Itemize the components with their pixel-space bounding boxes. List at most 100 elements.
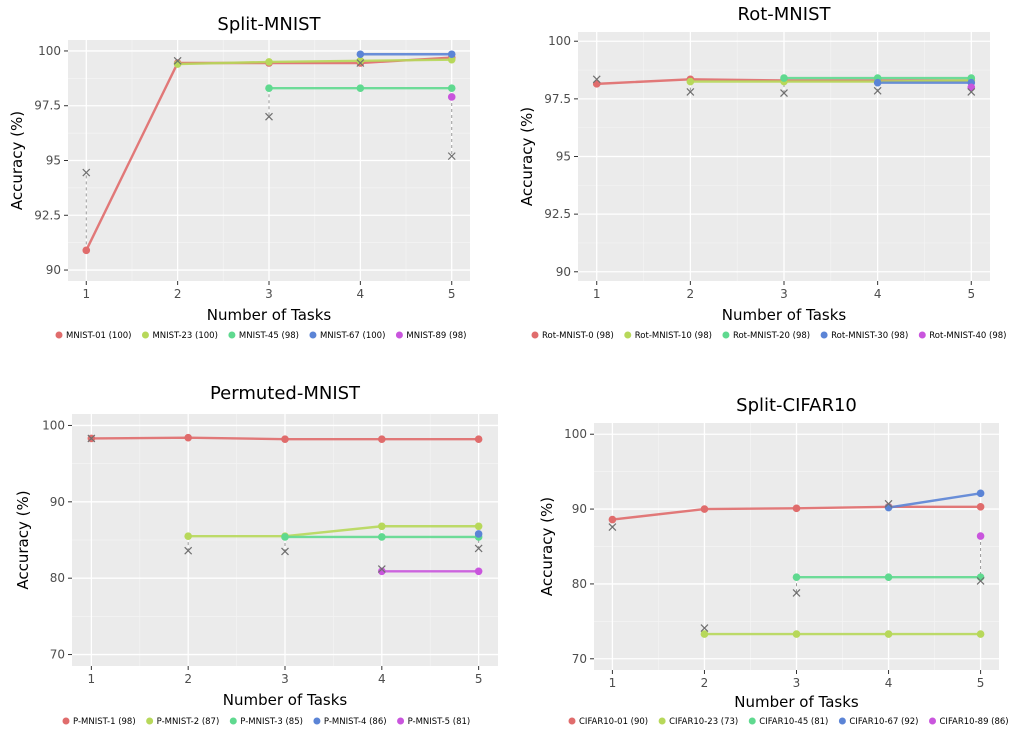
data-point	[474, 435, 483, 444]
series-line	[888, 492, 981, 509]
legend-swatch	[531, 331, 539, 339]
y-tick-label: 90	[572, 502, 587, 516]
data-point	[686, 77, 695, 86]
legend-swatch	[395, 331, 403, 339]
legend-swatch	[397, 717, 405, 725]
legend-label: MNIST-67 (100)	[320, 331, 385, 341]
legend-label: Rot-MNIST-40 (98)	[929, 331, 1006, 341]
x-axis-label: Number of Tasks	[223, 691, 348, 709]
series-line	[690, 79, 972, 83]
legend-label: P-MNIST-4 (86)	[324, 717, 387, 727]
x-tick-label: 5	[475, 672, 483, 686]
legend-swatch	[141, 331, 149, 339]
x-marker	[967, 88, 976, 96]
x-tick-label: 4	[885, 676, 893, 690]
x-marker	[873, 86, 882, 95]
y-tick-label: 80	[572, 577, 587, 591]
legend-item: Rot-MNIST-0 (98)	[531, 331, 614, 341]
data-point	[281, 533, 289, 541]
legend: CIFAR10-01 (90) CIFAR10-23 (73) CIFAR10-45…	[568, 717, 1009, 727]
x-marker	[377, 565, 386, 573]
data-point	[184, 532, 192, 540]
y-tick-label: 95	[556, 150, 571, 164]
legend-item: Rot-MNIST-40 (98)	[918, 331, 1006, 341]
legend: MNIST-01 (100) MNIST-23 (100) MNIST-45 (98…	[55, 331, 466, 341]
data-point	[780, 74, 788, 82]
data-point	[447, 50, 456, 59]
legend-swatch	[55, 331, 63, 339]
legend-label: MNIST-45 (98)	[239, 331, 299, 341]
data-point	[884, 630, 893, 638]
x-marker	[780, 89, 788, 98]
chart-title: Rot-MNIST	[738, 4, 832, 25]
x-tick-label: 3	[265, 287, 273, 301]
x-tick-label: 2	[184, 672, 192, 686]
chart-title: Split-MNIST	[217, 14, 321, 35]
x-tick-label: 1	[82, 287, 90, 301]
legend-swatch	[313, 717, 321, 725]
x-tick-label: 1	[609, 676, 617, 690]
legend: Rot-MNIST-0 (98) Rot-MNIST-10 (98) Rot-MNI…	[531, 331, 1006, 341]
x-marker	[592, 75, 601, 84]
data-point	[447, 93, 456, 101]
x-marker	[87, 434, 96, 443]
legend-swatch	[146, 717, 154, 725]
data-point	[447, 55, 456, 64]
data-point	[873, 78, 882, 87]
x-marker	[281, 547, 289, 556]
legend-item: P-MNIST-5 (81)	[397, 717, 470, 727]
y-tick-label: 100	[42, 418, 65, 432]
x-axis-label: Number of Tasks	[734, 693, 859, 711]
legend-swatch	[820, 331, 828, 339]
legend-label: MNIST-89 (98)	[406, 331, 466, 341]
chart-panel-2: 90 92.5 95 97.5 100 1 2 3 4 5 Rot-MNIST Number of T…	[518, 4, 1006, 341]
data-point	[356, 57, 365, 65]
data-point	[378, 522, 386, 531]
data-point	[792, 504, 801, 513]
legend: P-MNIST-1 (98) P-MNIST-2 (87) P-MNIST-3 (8…	[62, 717, 470, 727]
x-marker	[686, 88, 695, 96]
y-tick-label: 97.5	[544, 92, 571, 106]
x-marker	[184, 546, 193, 555]
data-point	[976, 532, 985, 540]
data-point	[976, 503, 985, 511]
legend-label: Rot-MNIST-20 (98)	[733, 331, 810, 341]
legend-swatch	[568, 717, 576, 725]
data-point	[356, 84, 365, 92]
legend-swatch	[624, 331, 632, 339]
chart-panel-4: 70 80 90 100 1 2 3 4 5 Split-CIFAR10 Number of Tas…	[538, 395, 1009, 727]
y-tick-label: 97.5	[34, 99, 61, 113]
data-point	[976, 489, 985, 498]
y-tick-label: 100	[564, 427, 587, 441]
x-tick-label: 2	[687, 287, 695, 301]
data-point	[378, 435, 386, 444]
y-tick-label: 90	[556, 265, 571, 279]
data-point	[474, 522, 483, 531]
legend-item: MNIST-89 (98)	[395, 331, 466, 341]
chart-title: Split-CIFAR10	[736, 395, 857, 416]
data-point	[700, 630, 709, 638]
x-tick-label: 5	[448, 287, 456, 301]
y-tick-label: 90	[50, 495, 65, 509]
legend-label: MNIST-23 (100)	[152, 331, 217, 341]
legend-label: MNIST-01 (100)	[66, 331, 131, 341]
series-line	[188, 525, 479, 538]
data-point	[265, 84, 273, 92]
x-axis-label: Number of Tasks	[722, 306, 847, 324]
legend-swatch	[929, 717, 936, 725]
chart-panel-1: 90 92.5 95 97.5 100 1 2 3 4 5 Split-MNIST Number of…	[8, 14, 470, 341]
legend-label: CIFAR10-67 (92)	[849, 717, 918, 727]
x-tick-label: 4	[378, 672, 386, 686]
chart-title: Permuted-MNIST	[210, 383, 361, 404]
legend-item: CIFAR10-23 (73)	[658, 717, 738, 727]
data-point	[281, 435, 289, 444]
y-tick-label: 95	[46, 154, 61, 168]
x-tick-label: 4	[357, 287, 365, 301]
y-axis-label: Accuracy (%)	[14, 490, 32, 589]
y-tick-label: 100	[548, 34, 571, 48]
legend-label: Rot-MNIST-30 (98)	[831, 331, 908, 341]
legend-item: MNIST-45 (98)	[228, 331, 299, 341]
x-tick-label: 2	[701, 676, 709, 690]
x-tick-label: 5	[977, 676, 985, 690]
legend-label: Rot-MNIST-10 (98)	[635, 331, 712, 341]
